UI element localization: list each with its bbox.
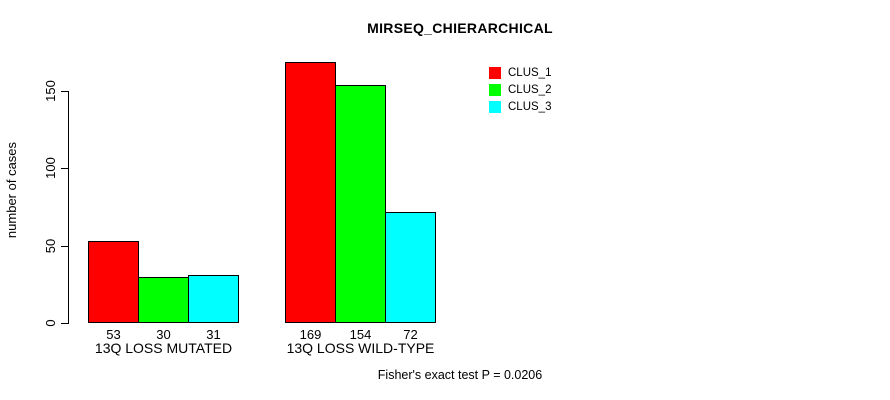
- bar-value-label: 53: [106, 327, 121, 342]
- y-tick: [61, 246, 68, 247]
- y-tick-label: 50: [43, 238, 58, 254]
- legend-row: CLUS_3: [489, 98, 551, 115]
- y-axis-line: [68, 91, 69, 324]
- bar: [385, 212, 436, 323]
- bar-value-label: 169: [299, 327, 322, 342]
- y-tick-label: 100: [43, 157, 58, 179]
- y-axis-label: number of cases: [4, 141, 19, 239]
- legend-swatch: [489, 83, 501, 96]
- legend-label: CLUS_1: [508, 66, 552, 79]
- y-tick: [61, 168, 68, 169]
- bar: [88, 241, 139, 323]
- bar-value-label: 31: [206, 327, 221, 342]
- legend-row: CLUS_2: [489, 81, 551, 98]
- chart-title: MIRSEQ_CHIERARCHICAL: [367, 20, 553, 36]
- y-tick-label: 150: [43, 80, 58, 102]
- bar: [335, 85, 386, 323]
- y-tick: [61, 323, 68, 324]
- legend-row: CLUS_1: [489, 64, 551, 81]
- x-group-label: 13Q LOSS WILD-TYPE: [286, 340, 435, 356]
- x-group-label: 13Q LOSS MUTATED: [94, 340, 233, 356]
- bar: [285, 62, 336, 323]
- bar-value-label: 72: [403, 327, 418, 342]
- bar: [138, 277, 189, 323]
- bar-value-label: 30: [156, 327, 171, 342]
- y-tick: [61, 91, 68, 92]
- legend-swatch: [489, 66, 501, 79]
- legend: CLUS_1 CLUS_2 CLUS_3: [489, 64, 551, 115]
- legend-label: CLUS_2: [508, 83, 552, 96]
- legend-label: CLUS_3: [508, 100, 552, 113]
- bar-value-label: 154: [349, 327, 372, 342]
- chart-footnote: Fisher's exact test P = 0.0206: [377, 368, 543, 382]
- bar: [188, 275, 239, 323]
- legend-swatch: [489, 100, 501, 113]
